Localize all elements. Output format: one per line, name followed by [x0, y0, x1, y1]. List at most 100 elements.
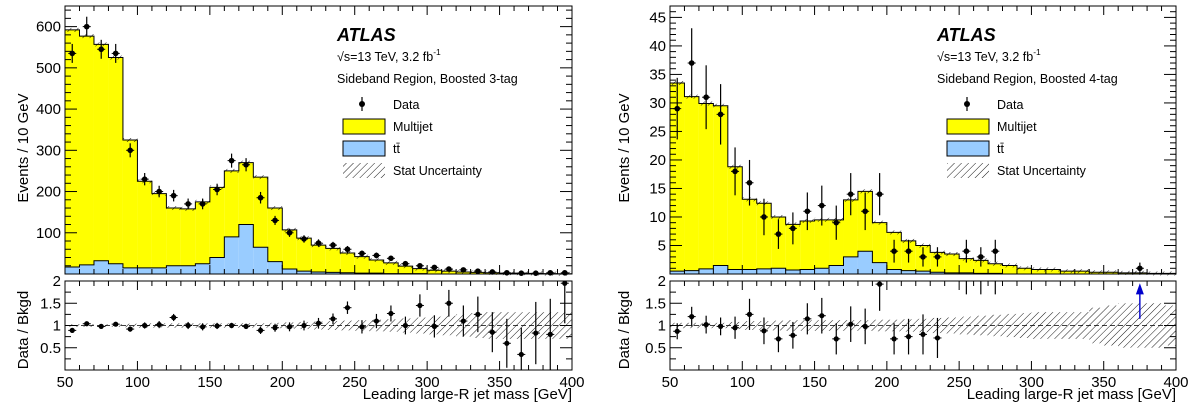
data-point [504, 270, 510, 276]
multijet-bar [152, 194, 166, 268]
ttbar-bar [239, 225, 253, 274]
y-tick-label: 500 [36, 60, 61, 77]
data-point [316, 240, 322, 246]
ratio-point [906, 334, 911, 339]
multijet-bar [108, 58, 122, 264]
x-tick-label: 50 [57, 374, 74, 391]
multijet-bar [742, 199, 756, 269]
x-tick-label: 350 [487, 374, 512, 391]
data-point [403, 261, 409, 267]
ratio-point [533, 330, 538, 335]
x-tick-label: 50 [662, 374, 679, 391]
data-point [214, 187, 220, 193]
ttbar-bar [684, 271, 698, 274]
y-tick-label: 200 [36, 184, 61, 201]
ttbar-bar [94, 261, 108, 274]
x-tick-label: 400 [1163, 374, 1188, 391]
ratio-point [186, 323, 191, 328]
legend-stat-swatch [947, 163, 989, 178]
ratio-point [171, 315, 176, 320]
right-chart: Events / 10 GeV Data / Bkgd Leading larg… [616, 6, 1189, 403]
ratio-point [99, 324, 104, 329]
data-point [98, 46, 104, 52]
data-point [805, 208, 811, 214]
data-point [519, 270, 525, 276]
multijet-bar [684, 97, 698, 271]
x-tick-label: 150 [197, 374, 222, 391]
multijet-bar [326, 248, 340, 272]
legend-multijet-swatch [343, 119, 385, 134]
legend-ttbar-label: tt̄ [997, 142, 1004, 156]
x-tick-label: 300 [1019, 374, 1044, 391]
data-point [920, 254, 926, 260]
multijet-bar [253, 177, 267, 247]
data-point [562, 270, 568, 276]
ratio-y-tick-label: 0.5 [40, 340, 61, 357]
legend-stat-label: Stat Uncertainty [997, 164, 1087, 178]
y-tick-label: 20 [649, 152, 666, 169]
ttbar-bar [152, 268, 166, 274]
ratio-point [272, 325, 277, 330]
ratio-point [747, 312, 752, 317]
legend-data-marker [964, 97, 970, 111]
data-point [547, 270, 553, 276]
ttbar-bar [282, 269, 296, 274]
ratio-point [345, 305, 350, 310]
ratio-point [490, 330, 495, 335]
ttbar-bar [728, 269, 742, 274]
y-tick-label: 15 [649, 180, 666, 197]
ratio-point [70, 328, 75, 333]
ttbar-bar [699, 269, 713, 274]
x-tick-label: 350 [1091, 374, 1116, 391]
data-point [301, 236, 307, 242]
ratio-point [819, 313, 824, 318]
ttbar-bar [137, 268, 151, 274]
ratio-point [805, 316, 810, 321]
ratio-point [718, 324, 723, 329]
ratio-point [461, 318, 466, 323]
region-label: Sideband Region, Boosted 4-tag [937, 72, 1118, 86]
data-point [142, 176, 148, 182]
ratio-y-tick-label: 2 [53, 273, 61, 290]
ratio-point [519, 352, 524, 357]
ratio-point [689, 314, 694, 319]
data-point [84, 24, 90, 30]
data-point [718, 112, 724, 118]
ratio-point [258, 328, 263, 333]
multijet-bar [65, 30, 79, 267]
legend: Data Multijet tt̄ Stat Uncertainty [947, 97, 1087, 178]
stack-bars [65, 28, 572, 276]
multijet-bar [297, 238, 311, 271]
energy-label: √s=13 TeV, 3.2 fb-1 [937, 47, 1041, 64]
energy-label: √s=13 TeV, 3.2 fb-1 [337, 47, 441, 64]
x-tick-label: 200 [874, 374, 899, 391]
energy-superscript: -1 [433, 47, 441, 57]
data-point [258, 195, 264, 201]
ttbar-bar [843, 257, 857, 274]
legend-data-marker [359, 97, 365, 111]
ttbar-bar [786, 270, 800, 274]
data-point [732, 169, 738, 175]
ratio-point [243, 324, 248, 329]
y-tick-label: 25 [649, 123, 666, 140]
multijet-bar [195, 202, 209, 264]
ttbar-bar [210, 258, 224, 274]
ratio-point [761, 328, 766, 333]
legend-data-label: Data [997, 98, 1023, 112]
ttbar-bar [887, 269, 901, 274]
data-point [964, 248, 970, 254]
ratio-point [301, 323, 306, 328]
ratio-point [920, 332, 925, 337]
ttbar-bar [771, 268, 785, 274]
x-tick-label: 400 [559, 374, 584, 391]
data-point [978, 254, 984, 260]
data-point [417, 263, 423, 269]
ratio-point [548, 332, 553, 337]
data-point [848, 191, 854, 197]
left-chart: Events / 10 GeV Data / Bkgd Leading larg… [15, 6, 585, 403]
data-point [388, 256, 394, 262]
ratio-point [157, 322, 162, 327]
data-point [185, 201, 191, 207]
ratio-point [790, 333, 795, 338]
ratio-overflow-arrowhead [1136, 283, 1144, 294]
